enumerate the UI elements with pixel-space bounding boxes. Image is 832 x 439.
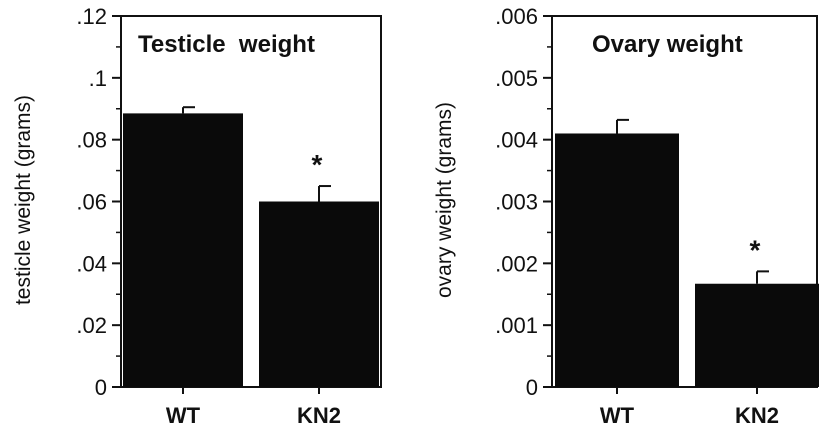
y-tick-label: .001 bbox=[495, 313, 538, 338]
y-tick-label: .02 bbox=[76, 313, 107, 338]
y-tick-label: .08 bbox=[76, 128, 107, 153]
panel-title: Testicle weight bbox=[138, 31, 315, 58]
significance-marker: * bbox=[312, 149, 323, 180]
category-label: KN2 bbox=[297, 403, 341, 428]
y-tick-label: .1 bbox=[89, 66, 107, 91]
category-label: WT bbox=[166, 403, 201, 428]
bar-kn2 bbox=[695, 283, 819, 387]
bar-kn2 bbox=[259, 201, 379, 387]
category-label: WT bbox=[600, 403, 635, 428]
y-tick-label: .005 bbox=[495, 66, 538, 91]
y-axis-title: testicle weight (grams) bbox=[12, 95, 35, 305]
y-tick-label: 0 bbox=[526, 375, 538, 400]
testicle-weight-panel: testicle weight (grams) Testicle weight … bbox=[12, 4, 382, 428]
category-label: KN2 bbox=[735, 403, 779, 428]
y-tick-label: .06 bbox=[76, 190, 107, 215]
y-tick-label: 0 bbox=[95, 375, 107, 400]
y-tick-label: .12 bbox=[76, 4, 107, 29]
y-tick-label: .003 bbox=[495, 190, 538, 215]
y-tick-label: .004 bbox=[495, 128, 538, 153]
panel-title: Ovary weight bbox=[592, 31, 743, 58]
plot-area: 0 .001 .002 .003 .004 .005 .006 WT KN2 * bbox=[495, 4, 819, 428]
y-tick-label: .04 bbox=[76, 251, 107, 276]
ovary-weight-panel: ovary weight (grams) Ovary weight 0 .001.… bbox=[433, 4, 819, 428]
y-tick-label: .002 bbox=[495, 251, 538, 276]
bar-wt bbox=[123, 113, 243, 387]
bar-wt bbox=[555, 133, 679, 387]
significance-marker: * bbox=[750, 234, 761, 265]
y-axis-title: ovary weight (grams) bbox=[433, 102, 456, 298]
plot-area: 0 .02 .04 .06 .08 .1 .12 WT KN2 * bbox=[76, 4, 382, 428]
y-tick-label: .006 bbox=[495, 4, 538, 29]
